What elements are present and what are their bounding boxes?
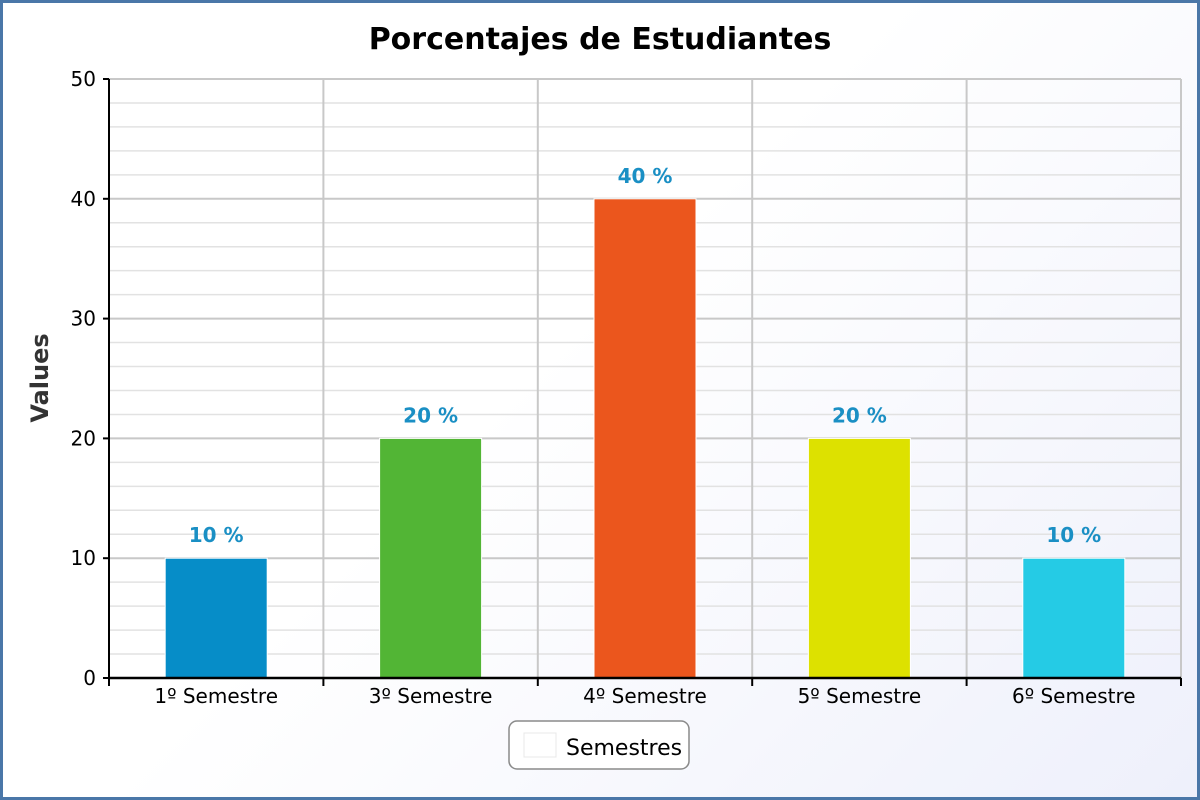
bar [1022, 557, 1126, 679]
data-label: 20 % [832, 403, 887, 427]
bar [164, 557, 268, 679]
legend-swatch [523, 732, 557, 758]
x-tick-label: 4º Semestre [583, 684, 707, 708]
bar [593, 198, 697, 679]
data-label: 10 % [189, 523, 244, 547]
y-tick-label: 40 [71, 187, 96, 211]
bar [807, 437, 911, 679]
x-tick-label: 1º Semestre [154, 684, 278, 708]
data-label: 10 % [1046, 523, 1101, 547]
axes [103, 78, 1182, 686]
y-tick-label: 50 [71, 67, 96, 91]
chart-title: Porcentajes de Estudiantes [369, 22, 832, 57]
y-axis-label: Values [26, 333, 54, 422]
x-tick-label: 3º Semestre [369, 684, 493, 708]
y-tick-label: 30 [71, 307, 96, 331]
bar [379, 437, 483, 679]
y-tick-label: 10 [71, 546, 96, 570]
legend-label-semestres: Semestres [566, 736, 682, 761]
x-tick-label: 5º Semestre [798, 684, 922, 708]
x-tick-label: 6º Semestre [1012, 684, 1136, 708]
y-tick-label: 0 [83, 666, 96, 690]
y-tick-label: 20 [71, 426, 96, 450]
legend[interactable]: Semestres [508, 720, 690, 770]
labels: 10 % 1º Semestre 20 % 3º Semestre 40 % 4º Sem… [71, 67, 1136, 708]
data-label: 40 % [618, 164, 673, 188]
data-label: 20 % [403, 403, 458, 427]
bars [164, 198, 1126, 679]
